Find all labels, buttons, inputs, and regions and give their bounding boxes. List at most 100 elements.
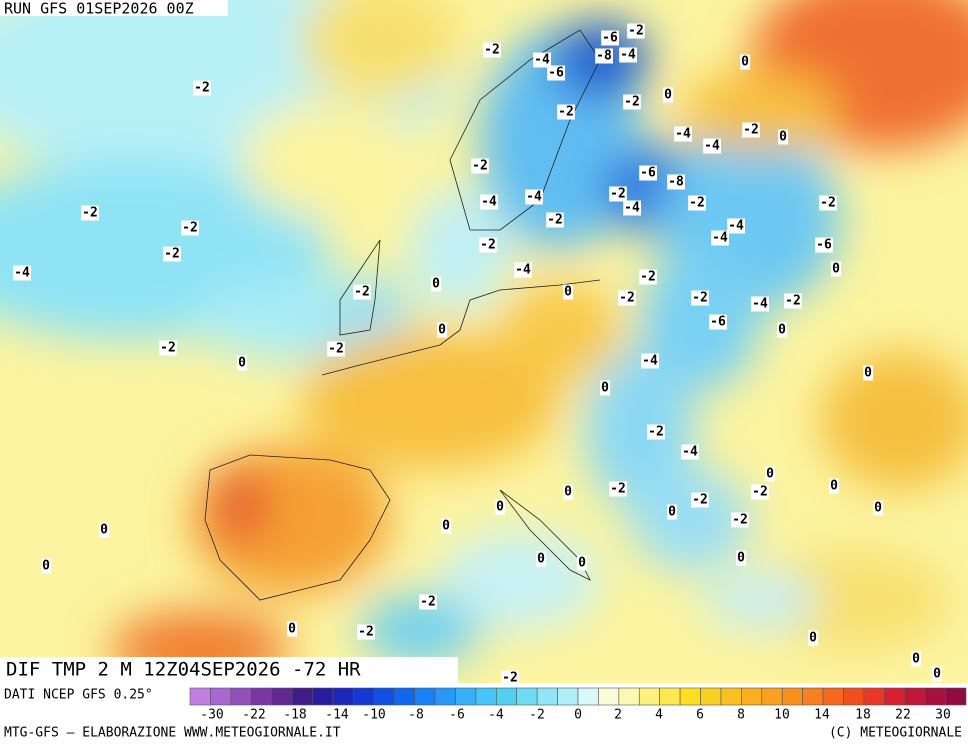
contour-label-bg: [911, 651, 922, 667]
contour-label-bg: [181, 220, 199, 236]
contour-label-bg: [41, 558, 52, 574]
colorbar-swatch: [577, 687, 599, 706]
contour-label-bg: [815, 237, 833, 253]
contour-label-bg: [287, 621, 298, 637]
colorbar-swatch: [761, 687, 783, 706]
colorbar-swatch: [271, 687, 293, 706]
contour-label: 0: [864, 366, 872, 381]
contour-label-bg: [873, 500, 884, 516]
contour-label-bg: [777, 322, 788, 338]
contour-label: 0: [912, 652, 920, 667]
contour-label-bg: [431, 276, 442, 292]
contour-label-bg: [81, 205, 99, 221]
contour-label: -4: [682, 445, 698, 460]
colorbar-swatch: [189, 687, 211, 706]
contour-label: 0: [874, 501, 882, 516]
contour-label: 0: [442, 519, 450, 534]
contour-label-bg: [546, 212, 564, 228]
colorbar-label: -14: [325, 708, 349, 723]
colorbar-label: 10: [774, 708, 790, 723]
contour-label-bg: [667, 504, 678, 520]
colorbar-swatch: [332, 687, 354, 706]
contour-label-bg: [495, 499, 506, 515]
colorbar-label: -22: [242, 708, 265, 723]
contour-label: -4: [515, 263, 531, 278]
contour-label-bg: [765, 466, 776, 482]
colorbar-swatch: [679, 687, 701, 706]
contour-label-bg: [623, 200, 641, 216]
contour-label: -8: [596, 49, 612, 64]
contour-label: 0: [766, 467, 774, 482]
contour-label-bg: [863, 365, 874, 381]
contour-label: 0: [238, 356, 246, 371]
contour-label: 0: [564, 485, 572, 500]
contour-label: 0: [578, 556, 586, 571]
contour-label: 0: [601, 381, 609, 396]
colorbar-label: 4: [655, 708, 663, 723]
contour-label-bg: [13, 265, 31, 281]
colorbar-swatch: [373, 687, 395, 706]
contour-label-bg: [703, 138, 721, 154]
contour-label-bg: [639, 269, 657, 285]
colorbar-swatch: [781, 687, 803, 706]
contour-label: -2: [689, 196, 705, 211]
contour-label-bg: [618, 290, 636, 306]
colorbar-label: 6: [696, 708, 704, 723]
contour-label: -4: [481, 195, 497, 210]
colorbar-label: 0: [574, 708, 582, 723]
contour-label-bg: [600, 380, 611, 396]
contour-label: -2: [472, 159, 488, 174]
contour-label: 0: [537, 552, 545, 567]
colorbar-swatch: [210, 687, 232, 706]
contour-label: -4: [14, 266, 30, 281]
contour-label-bg: [751, 296, 769, 312]
contour-label: -2: [692, 493, 708, 508]
contour-label: -4: [526, 190, 542, 205]
contour-label-bg: [193, 80, 211, 96]
contour-label-bg: [525, 189, 543, 205]
contour-label-bg: [742, 122, 760, 138]
contour-label: -4: [728, 219, 744, 234]
colorbar-swatch: [700, 687, 722, 706]
contour-label: 0: [830, 479, 838, 494]
contour-label-bg: [533, 52, 551, 68]
contour-label: 0: [933, 667, 941, 682]
contour-label-bg: [483, 42, 501, 58]
contour-label: -2: [194, 81, 210, 96]
contour-label-bg: [437, 322, 448, 338]
colorbar-swatch: [516, 687, 538, 706]
colorbar-swatch: [496, 687, 518, 706]
contour-label-bg: [681, 444, 699, 460]
colorbar-swatch: [924, 687, 946, 706]
colorbar-swatch: [598, 687, 620, 706]
colorbar: -30 -22 -18 -14 -10 -8 -6 -4 -2 0 2 4 6 8 10 14 18 22 30: [189, 687, 967, 723]
contour-label: -6: [602, 31, 618, 46]
contour-label: -6: [816, 238, 832, 253]
contour-label: 0: [564, 285, 572, 300]
contour-label: -2: [558, 105, 574, 120]
contour-label: -2: [619, 291, 635, 306]
contour-label: -2: [358, 625, 374, 640]
contour-label-bg: [619, 47, 637, 63]
title-box: [0, 657, 458, 683]
contour-label: -6: [640, 166, 656, 181]
contour-label: -2: [610, 187, 626, 202]
contour-label-bg: [711, 230, 729, 246]
coastlines: [204, 29, 601, 601]
colorbar-label: 18: [855, 708, 871, 723]
contour-label-bg: [471, 158, 489, 174]
contour-label-bg: [609, 481, 627, 497]
footer-left: MTG-GFS — ELABORAZIONE WWW.METEOGIORNALE…: [4, 726, 341, 741]
contour-label: 0: [664, 88, 672, 103]
colorbar-swatch: [618, 687, 640, 706]
contour-label-bg: [99, 522, 110, 538]
colorbar-label: -18: [283, 708, 306, 723]
contour-label-bg: [751, 484, 769, 500]
contour-label-bg: [641, 353, 659, 369]
contour-label-bg: [731, 512, 749, 528]
contour-label: -2: [820, 196, 836, 211]
contour-label: -2: [82, 206, 98, 221]
contour-label-bg: [727, 218, 745, 234]
